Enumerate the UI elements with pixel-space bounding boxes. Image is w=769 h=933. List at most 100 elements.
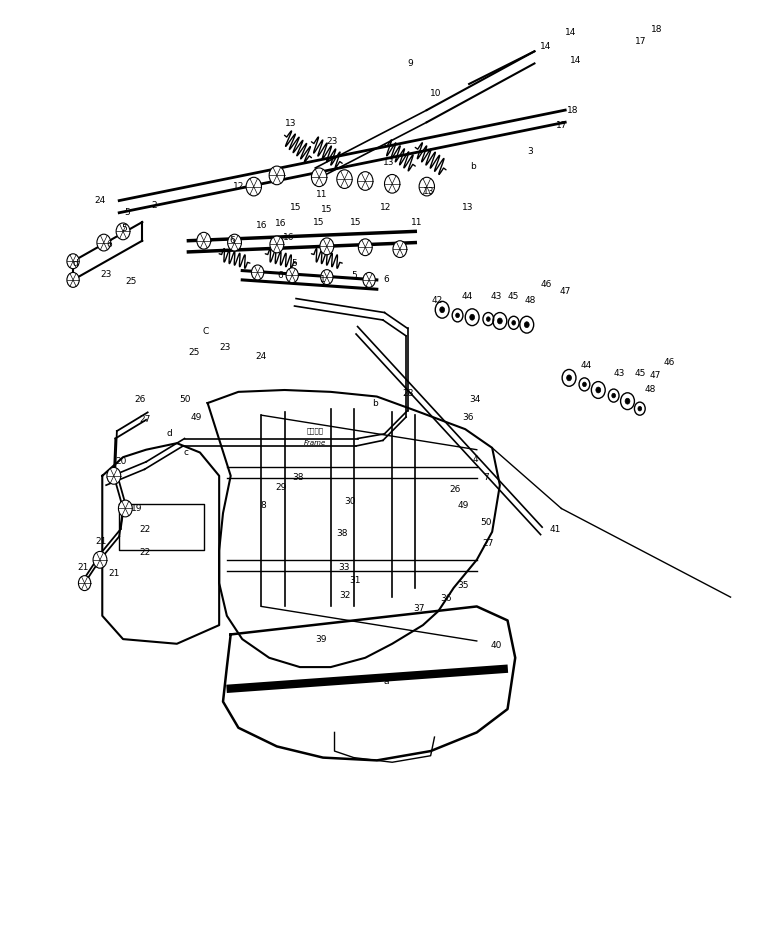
Circle shape <box>93 551 107 568</box>
Circle shape <box>78 576 91 591</box>
Circle shape <box>363 272 375 287</box>
Text: 31: 31 <box>350 576 361 585</box>
Text: 47: 47 <box>650 370 661 380</box>
Text: c: c <box>184 448 188 457</box>
Text: 13: 13 <box>285 118 296 128</box>
Text: 20: 20 <box>116 457 127 466</box>
Text: 32: 32 <box>339 591 350 600</box>
Circle shape <box>311 168 327 187</box>
Text: 13: 13 <box>462 202 473 212</box>
Circle shape <box>269 166 285 185</box>
Text: 48: 48 <box>644 385 655 395</box>
Text: 28: 28 <box>402 389 413 398</box>
Text: 27: 27 <box>483 538 494 548</box>
Circle shape <box>337 170 352 188</box>
Text: 49: 49 <box>458 501 468 510</box>
Text: 3: 3 <box>528 146 534 156</box>
Text: 36: 36 <box>462 413 473 423</box>
Text: 13: 13 <box>424 187 434 196</box>
Circle shape <box>393 241 407 258</box>
Text: 15: 15 <box>321 205 332 215</box>
Text: 7: 7 <box>483 473 489 482</box>
Text: 16: 16 <box>275 219 286 229</box>
Circle shape <box>321 270 333 285</box>
Text: 1: 1 <box>320 275 326 285</box>
Text: C: C <box>203 327 209 336</box>
Text: 34: 34 <box>470 395 481 404</box>
Circle shape <box>638 407 641 411</box>
Text: 9: 9 <box>407 59 413 68</box>
Text: 15: 15 <box>314 217 325 227</box>
Text: 37: 37 <box>414 604 424 613</box>
Circle shape <box>246 177 261 196</box>
Text: 26: 26 <box>135 395 145 404</box>
Circle shape <box>286 268 298 283</box>
Text: 29: 29 <box>275 482 286 492</box>
Text: d: d <box>166 429 172 439</box>
Text: 21: 21 <box>96 536 107 546</box>
Text: 45: 45 <box>508 292 519 301</box>
Text: 21: 21 <box>108 569 119 578</box>
Text: 22: 22 <box>139 548 150 557</box>
Text: 5: 5 <box>124 208 130 217</box>
Text: 17: 17 <box>635 37 646 47</box>
Circle shape <box>512 321 515 325</box>
Text: 15: 15 <box>350 217 361 227</box>
Text: 38: 38 <box>337 529 348 538</box>
Circle shape <box>470 314 474 320</box>
Circle shape <box>440 307 444 313</box>
Circle shape <box>97 234 111 251</box>
Circle shape <box>612 394 615 397</box>
Circle shape <box>118 500 132 517</box>
Circle shape <box>625 398 630 404</box>
Circle shape <box>197 232 211 249</box>
Text: 24: 24 <box>256 352 267 361</box>
Text: 48: 48 <box>525 296 536 305</box>
Text: 36: 36 <box>441 594 451 604</box>
Text: 49: 49 <box>191 413 201 423</box>
Text: 40: 40 <box>491 641 501 650</box>
Text: 35: 35 <box>458 581 468 591</box>
Text: Frame: Frame <box>305 440 326 446</box>
Text: 5: 5 <box>122 224 128 233</box>
Text: 23: 23 <box>219 342 230 352</box>
Circle shape <box>228 234 241 251</box>
Text: 14: 14 <box>570 56 581 65</box>
Circle shape <box>251 265 264 280</box>
Circle shape <box>358 239 372 256</box>
Text: 27: 27 <box>139 415 150 425</box>
Circle shape <box>270 236 284 253</box>
Text: 42: 42 <box>431 296 442 305</box>
Text: 25: 25 <box>125 277 136 286</box>
Text: 10: 10 <box>431 89 441 98</box>
Text: 44: 44 <box>581 361 591 370</box>
Text: 41: 41 <box>550 525 561 535</box>
Circle shape <box>116 223 130 240</box>
Text: 25: 25 <box>188 348 199 357</box>
Text: 6: 6 <box>383 275 389 285</box>
Polygon shape <box>223 606 515 760</box>
Text: 11: 11 <box>316 189 327 199</box>
Text: 30: 30 <box>345 497 355 507</box>
Text: 16: 16 <box>283 233 294 243</box>
Text: 33: 33 <box>339 563 350 572</box>
Circle shape <box>107 467 121 484</box>
Circle shape <box>498 318 502 324</box>
Text: b: b <box>371 398 378 408</box>
Text: 18: 18 <box>651 25 662 35</box>
Circle shape <box>67 272 79 287</box>
Text: 23: 23 <box>327 137 338 146</box>
Text: 50: 50 <box>481 518 491 527</box>
Text: 22: 22 <box>139 525 150 535</box>
Text: 17: 17 <box>556 121 567 131</box>
Text: 11: 11 <box>411 217 422 227</box>
Text: 8: 8 <box>260 501 266 510</box>
Text: 6: 6 <box>106 240 112 249</box>
Text: 5: 5 <box>351 271 357 280</box>
Text: 6: 6 <box>229 236 235 245</box>
Text: 24: 24 <box>95 196 105 205</box>
Circle shape <box>567 375 571 381</box>
Circle shape <box>524 322 529 327</box>
Text: b: b <box>470 161 476 171</box>
Text: 43: 43 <box>614 369 624 378</box>
